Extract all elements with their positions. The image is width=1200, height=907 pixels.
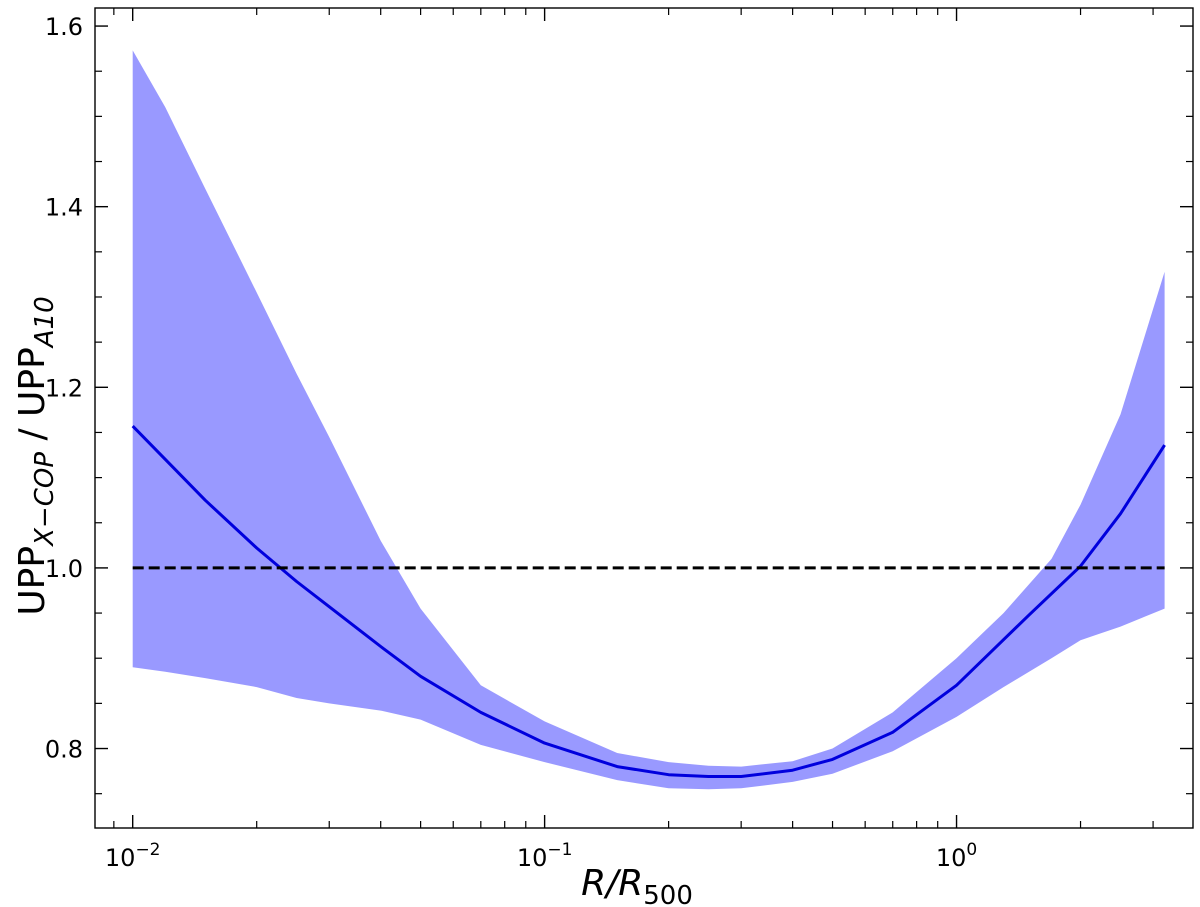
y-tick-label: 1.6 <box>45 13 83 41</box>
ratio-line <box>131 425 1166 778</box>
y-axis-title: UPPX−COP / UPPA10 <box>12 296 60 615</box>
x-tick-label: 10−1 <box>517 840 573 872</box>
y-tick-label: 1.2 <box>45 374 83 402</box>
x-tick-label: 100 <box>936 840 977 872</box>
plot-frame <box>94 7 1194 829</box>
uncertainty-band <box>132 50 1165 790</box>
x-axis-title: R/R500 <box>581 863 693 907</box>
x-tick-label: 10−2 <box>105 840 161 872</box>
y-tick-label: 1.0 <box>45 555 83 583</box>
y-tick-label: 0.8 <box>45 736 83 764</box>
y-tick-label: 1.4 <box>45 194 83 222</box>
